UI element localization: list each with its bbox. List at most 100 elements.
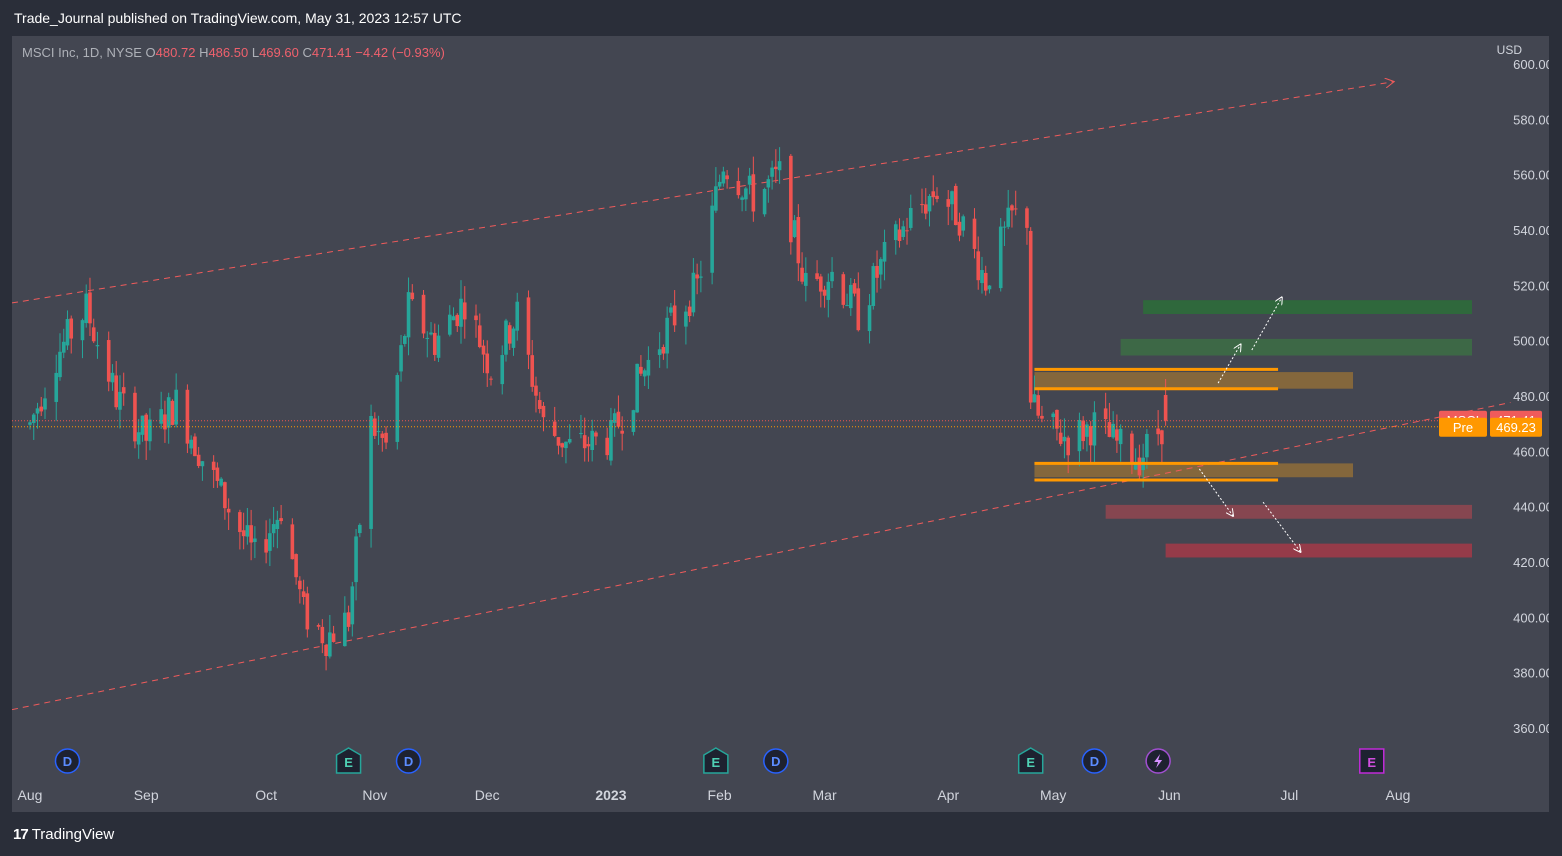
candle-body <box>1040 415 1044 419</box>
candle-body <box>740 197 744 200</box>
candle-body <box>983 272 988 291</box>
candle <box>586 436 591 462</box>
candle-body <box>402 336 407 344</box>
candle <box>530 340 535 392</box>
candle-body <box>114 375 119 408</box>
x-tick-label: Aug <box>18 787 43 803</box>
candle-body <box>1137 457 1142 476</box>
candle <box>489 376 493 386</box>
candle-body <box>1028 230 1033 403</box>
candle-body <box>121 387 126 394</box>
candle <box>331 625 336 643</box>
footer-brand: TradingView <box>31 825 115 843</box>
candle-body <box>421 294 426 334</box>
candle <box>223 481 227 520</box>
candle-body <box>620 430 624 434</box>
candle-body <box>253 538 257 542</box>
candle <box>211 455 216 488</box>
red-zone-lower <box>1165 543 1472 558</box>
candle-body <box>849 284 853 309</box>
candle-body <box>133 392 137 442</box>
candle-body <box>43 398 47 410</box>
candle-body <box>586 444 591 447</box>
candle-body <box>710 205 714 273</box>
candle-body <box>1130 433 1134 465</box>
candle-body <box>320 626 325 644</box>
x-tick-label: Apr <box>937 787 959 803</box>
candle-body <box>196 454 201 466</box>
chart-panel[interactable]: 360.00 380.00 400.00 420.00 440.00 460.00 480.… <box>12 36 1549 812</box>
open-value: 480.72 <box>155 45 196 60</box>
candle <box>770 160 774 190</box>
candle <box>665 306 669 369</box>
y-tick-label: 400.00 <box>1513 610 1549 625</box>
candle <box>294 553 298 585</box>
candle-body <box>301 591 306 598</box>
x-tick-label: Dec <box>475 787 500 803</box>
pre-price-tag: Pre 469.23 <box>1439 417 1542 437</box>
event-marker-E: E <box>1359 748 1385 774</box>
candle <box>526 290 531 370</box>
candle <box>343 596 347 647</box>
candle <box>687 300 692 323</box>
currency-label: USD <box>1496 43 1522 57</box>
candle <box>867 293 872 344</box>
candle-body <box>1092 412 1097 446</box>
candle-body <box>777 161 782 171</box>
candle <box>148 408 152 451</box>
y-tick-label: 600.00 <box>1513 57 1549 72</box>
candle <box>35 402 40 429</box>
candle-body <box>1088 426 1093 446</box>
candle-body <box>590 430 594 451</box>
candle <box>380 431 385 452</box>
candle-body <box>725 175 729 180</box>
candle <box>579 414 583 439</box>
candle-body <box>695 274 699 279</box>
candle-body <box>432 332 437 355</box>
candle <box>384 426 388 450</box>
earnings-letter: E <box>1026 755 1035 770</box>
candle <box>923 188 928 220</box>
candle-body <box>927 196 932 212</box>
candle <box>324 643 328 671</box>
candle <box>725 170 729 189</box>
candle-body <box>1160 430 1164 445</box>
candle-body <box>1118 428 1123 445</box>
event-marker-E: E <box>335 747 362 774</box>
dividend-letter: D <box>1090 754 1099 769</box>
candle <box>905 217 909 245</box>
candle <box>661 344 666 360</box>
x-tick-label: May <box>1040 787 1066 803</box>
candle-body <box>672 305 677 326</box>
candle-body <box>343 612 347 647</box>
x-tick-label: Sep <box>134 787 159 803</box>
candle <box>721 166 726 187</box>
candle-body <box>717 181 722 187</box>
candle <box>425 331 430 358</box>
candle-body <box>1156 428 1160 435</box>
y-tick-label: 500.00 <box>1513 334 1549 349</box>
candle <box>552 406 557 438</box>
red-zone-upper <box>1105 504 1472 519</box>
x-tick-label: Jul <box>1280 787 1298 803</box>
candle-body <box>290 524 295 560</box>
candle-body <box>504 320 508 355</box>
candle-body <box>661 347 666 354</box>
candle-body <box>223 482 227 509</box>
green-zone-upper <box>1143 300 1472 314</box>
candle <box>590 419 594 462</box>
candle <box>826 273 831 318</box>
candle <box>159 391 163 429</box>
candle <box>241 512 246 550</box>
candle <box>740 195 744 212</box>
price-chart[interactable]: 360.00 380.00 400.00 420.00 440.00 460.00 480.… <box>12 36 1549 812</box>
candle <box>170 399 175 426</box>
candle-body <box>998 226 1003 289</box>
candle-body <box>275 519 280 530</box>
candle-body <box>245 525 250 537</box>
event-marker-E: E <box>1017 747 1044 774</box>
candle <box>410 284 415 301</box>
candle <box>1111 411 1115 439</box>
candle <box>185 384 190 454</box>
candle-body <box>148 419 152 442</box>
